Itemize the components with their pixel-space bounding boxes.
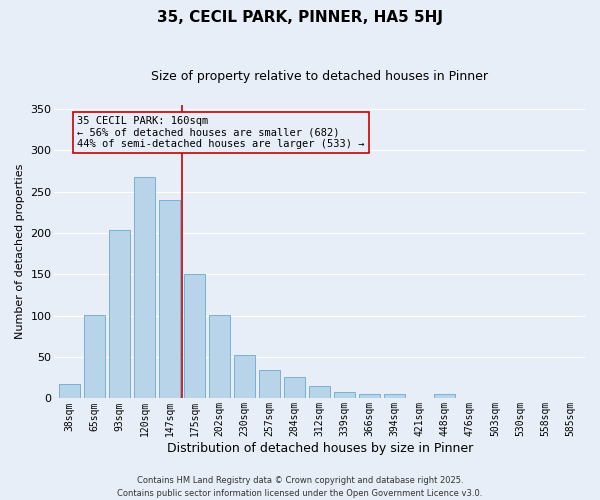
Text: 35 CECIL PARK: 160sqm
← 56% of detached houses are smaller (682)
44% of semi-det: 35 CECIL PARK: 160sqm ← 56% of detached …: [77, 116, 364, 149]
Bar: [284, 377, 305, 398]
Bar: [259, 370, 280, 398]
Bar: [184, 274, 205, 398]
Bar: [59, 384, 80, 398]
Text: 35, CECIL PARK, PINNER, HA5 5HJ: 35, CECIL PARK, PINNER, HA5 5HJ: [157, 10, 443, 25]
Bar: [384, 394, 406, 398]
Bar: [359, 394, 380, 398]
Bar: [334, 392, 355, 398]
Bar: [159, 200, 180, 398]
Bar: [234, 354, 255, 399]
Bar: [84, 315, 105, 398]
Bar: [434, 394, 455, 398]
Text: Contains HM Land Registry data © Crown copyright and database right 2025.
Contai: Contains HM Land Registry data © Crown c…: [118, 476, 482, 498]
Title: Size of property relative to detached houses in Pinner: Size of property relative to detached ho…: [151, 70, 488, 83]
Bar: [134, 177, 155, 398]
Bar: [209, 315, 230, 398]
Y-axis label: Number of detached properties: Number of detached properties: [15, 164, 25, 340]
Bar: [309, 386, 331, 398]
X-axis label: Distribution of detached houses by size in Pinner: Distribution of detached houses by size …: [167, 442, 473, 455]
Bar: [109, 230, 130, 398]
